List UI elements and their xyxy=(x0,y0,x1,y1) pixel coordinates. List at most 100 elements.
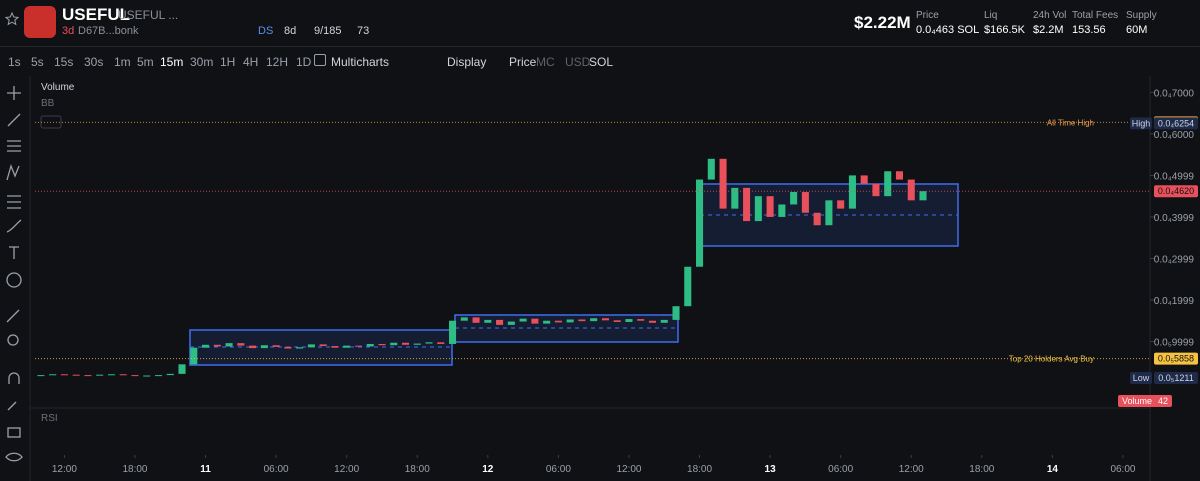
token-name: USEFUL xyxy=(62,5,130,24)
candle xyxy=(778,204,786,217)
x-tick-label: 06:00 xyxy=(1110,464,1135,475)
y-tick-label: 0.0₄4999 xyxy=(1154,171,1195,182)
price-line-name: Top 20 Holders Avg Buy xyxy=(1009,355,1094,364)
candle xyxy=(754,196,762,222)
candle xyxy=(543,320,551,324)
candle xyxy=(613,320,621,322)
display[interactable]: Display xyxy=(447,55,487,69)
x-tick-label: 18:00 xyxy=(687,464,712,475)
candle xyxy=(331,346,339,348)
interval[interactable]: 15s xyxy=(54,55,74,69)
stat-label: Liq xyxy=(984,10,998,21)
candle xyxy=(554,320,562,323)
interval[interactable]: 1D xyxy=(296,55,312,69)
candle xyxy=(284,346,292,349)
interval[interactable]: 5s xyxy=(31,55,44,69)
y-tick-label: 0.0₄7000 xyxy=(1154,88,1195,99)
candle xyxy=(37,375,45,377)
candle xyxy=(825,200,833,226)
candle xyxy=(60,374,68,376)
candle xyxy=(96,374,104,376)
stat-value: $166.5K xyxy=(984,24,1025,36)
interval[interactable]: 30s xyxy=(84,55,104,69)
price-toggle[interactable]: Price xyxy=(509,55,537,69)
token-logo xyxy=(24,6,56,38)
x-tick-label: 06:00 xyxy=(264,464,289,475)
candle xyxy=(119,374,127,376)
price-tag xyxy=(1154,352,1198,365)
price-tag xyxy=(1154,185,1198,198)
interval[interactable]: 5m xyxy=(137,55,154,69)
token-address[interactable]: D67B...bonk xyxy=(78,25,139,37)
candle xyxy=(648,320,657,323)
interval[interactable]: 1H xyxy=(220,55,236,69)
candle xyxy=(790,192,798,205)
x-tick-label: 18:00 xyxy=(122,464,147,475)
interval[interactable]: 1m xyxy=(114,55,131,69)
candle xyxy=(237,343,245,346)
candle xyxy=(531,318,539,324)
candle xyxy=(484,319,492,323)
x-tick-label: 12:00 xyxy=(334,464,359,475)
candle xyxy=(449,320,457,344)
candle xyxy=(590,318,598,322)
candle xyxy=(296,347,304,349)
candle xyxy=(496,319,504,325)
x-tick-label: 18:00 xyxy=(405,464,430,475)
x-tick-label: 11 xyxy=(200,464,211,475)
x-tick-label: 12:00 xyxy=(616,464,641,475)
candle xyxy=(366,343,374,347)
star-icon[interactable] xyxy=(5,12,19,26)
interval[interactable]: 30m xyxy=(190,55,214,69)
interval[interactable]: 4H xyxy=(243,55,259,69)
tag-box xyxy=(1130,371,1152,384)
mc-toggle[interactable]: MC xyxy=(536,55,555,69)
candle xyxy=(49,374,57,376)
candle xyxy=(507,321,515,325)
candle xyxy=(378,343,386,346)
x-tick-label: 18:00 xyxy=(969,464,994,475)
interval[interactable]: 12H xyxy=(266,55,289,69)
candle xyxy=(131,375,139,377)
candle xyxy=(178,364,186,374)
volume-tag-label: Volume xyxy=(1122,396,1152,406)
tag-box xyxy=(1130,117,1152,130)
candle xyxy=(260,345,268,349)
indicator-label: RSI xyxy=(41,413,58,424)
candle xyxy=(390,342,398,346)
tag-label: Low xyxy=(1133,373,1150,383)
candle xyxy=(84,375,92,377)
candle xyxy=(249,345,257,349)
token-ticker: USEFUL ... xyxy=(118,8,179,22)
interval[interactable]: 15m xyxy=(160,55,184,69)
dexscreener[interactable]: DS xyxy=(258,25,274,37)
candle xyxy=(860,175,868,184)
x-tick-label: 14 xyxy=(1047,464,1059,475)
candle xyxy=(425,342,433,344)
usd-toggle[interactable]: USD xyxy=(565,55,591,69)
candle xyxy=(72,374,80,376)
tag-label: High xyxy=(1132,118,1151,128)
y-tick-label: 0.0₄2999 xyxy=(1154,254,1195,265)
stat-value: 0.0₄463 SOL xyxy=(916,24,980,36)
candle xyxy=(166,373,174,376)
header: USEFUL USEFUL ... 3d D67B...bonk DS 8d 9… xyxy=(0,0,1200,47)
checkbox[interactable] xyxy=(314,54,326,66)
candle xyxy=(743,187,751,222)
candle xyxy=(801,192,809,213)
candle xyxy=(437,342,445,344)
y-tick-label: 0.0₄1999 xyxy=(1154,296,1195,307)
watchers: 73 xyxy=(357,25,370,37)
candle xyxy=(719,158,727,209)
drawing-tools[interactable] xyxy=(5,86,23,462)
candle xyxy=(225,343,233,347)
candle xyxy=(637,319,645,321)
multicharts[interactable]: Multicharts xyxy=(331,55,390,69)
sol-toggle[interactable]: SOL xyxy=(589,55,614,69)
stat-label: Total Fees xyxy=(1072,10,1119,21)
interval[interactable]: 1s xyxy=(8,55,21,69)
indicator-label: BB xyxy=(41,98,55,109)
candle xyxy=(919,191,927,201)
candle xyxy=(684,266,692,307)
